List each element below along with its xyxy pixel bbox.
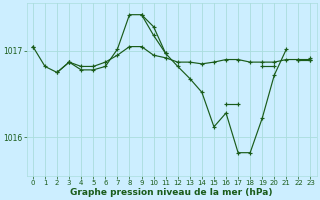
X-axis label: Graphe pression niveau de la mer (hPa): Graphe pression niveau de la mer (hPa) — [70, 188, 273, 197]
